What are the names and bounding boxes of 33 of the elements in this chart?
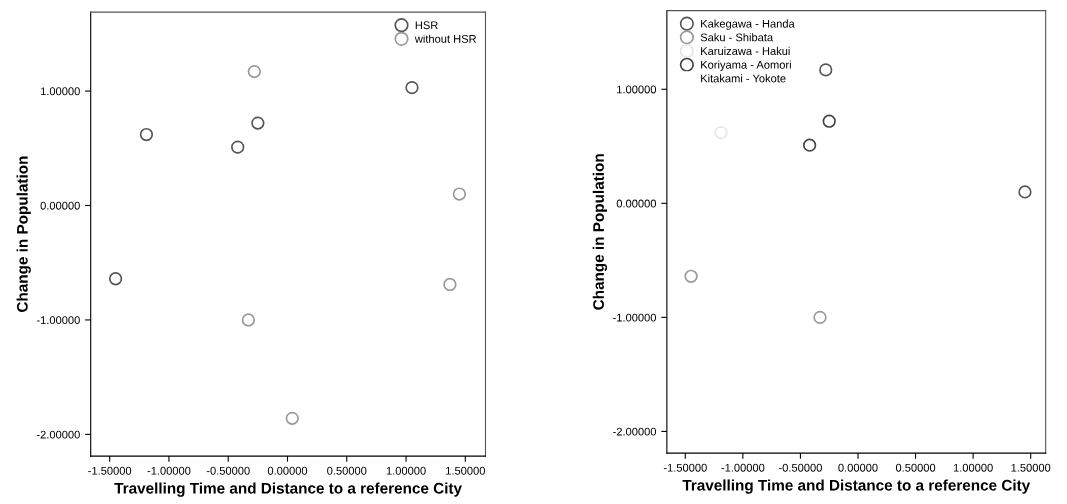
y-tick-label: -1.00000 bbox=[613, 313, 657, 322]
x-axis-title: Travelling Time and Distance to a reference City bbox=[682, 479, 1031, 494]
y-tick-label: -1.00000 bbox=[36, 316, 80, 325]
x-tick-label: -1.50000 bbox=[88, 466, 132, 475]
y-tick-label: 0.00000 bbox=[40, 201, 80, 210]
y-tick-label: -2.00000 bbox=[613, 427, 657, 436]
y-axis-title: Change in Population bbox=[592, 154, 608, 310]
x-tick-label: 1.00000 bbox=[953, 463, 993, 472]
x-tick-label: -1.50000 bbox=[663, 463, 707, 472]
y-axis-title: Change in Population bbox=[16, 156, 31, 312]
x-tick-label: -0.50000 bbox=[206, 466, 250, 475]
x-tick-label: 0.50000 bbox=[895, 463, 936, 472]
legend-label: Saku - Shibata bbox=[700, 33, 774, 42]
x-tick-label: 0.00000 bbox=[838, 463, 878, 472]
y-tick-label: 1.00000 bbox=[40, 87, 80, 96]
legend-label: Kakegawa - Handa bbox=[701, 19, 795, 30]
x-tick-label: 1.50000 bbox=[1011, 463, 1051, 472]
legend-label: Kitakami - Yokote bbox=[701, 74, 786, 83]
x-tick-label: 0.00000 bbox=[267, 466, 308, 475]
y-tick-label: -2.00000 bbox=[36, 430, 80, 439]
x-tick-label: 0.50000 bbox=[327, 466, 367, 475]
x-tick-label: 1.00000 bbox=[386, 466, 426, 475]
legend-label: without HSR bbox=[414, 34, 477, 43]
legend-label: HSR bbox=[415, 21, 438, 30]
y-tick-label: 0.00000 bbox=[616, 199, 657, 208]
legend-label: Koriyama - Aomori bbox=[701, 60, 791, 71]
x-tick-label: -1.00000 bbox=[721, 463, 765, 472]
legend-label: Karuizawa - Hakui bbox=[701, 46, 790, 56]
x-tick-label: -1.00000 bbox=[147, 466, 191, 475]
y-tick-label: 1.00000 bbox=[617, 85, 657, 94]
x-tick-label: 1.50000 bbox=[446, 466, 485, 475]
x-tick-label: -0.50000 bbox=[778, 463, 822, 472]
x-axis-title: Travelling Time and Distance to a reference City bbox=[114, 482, 462, 497]
